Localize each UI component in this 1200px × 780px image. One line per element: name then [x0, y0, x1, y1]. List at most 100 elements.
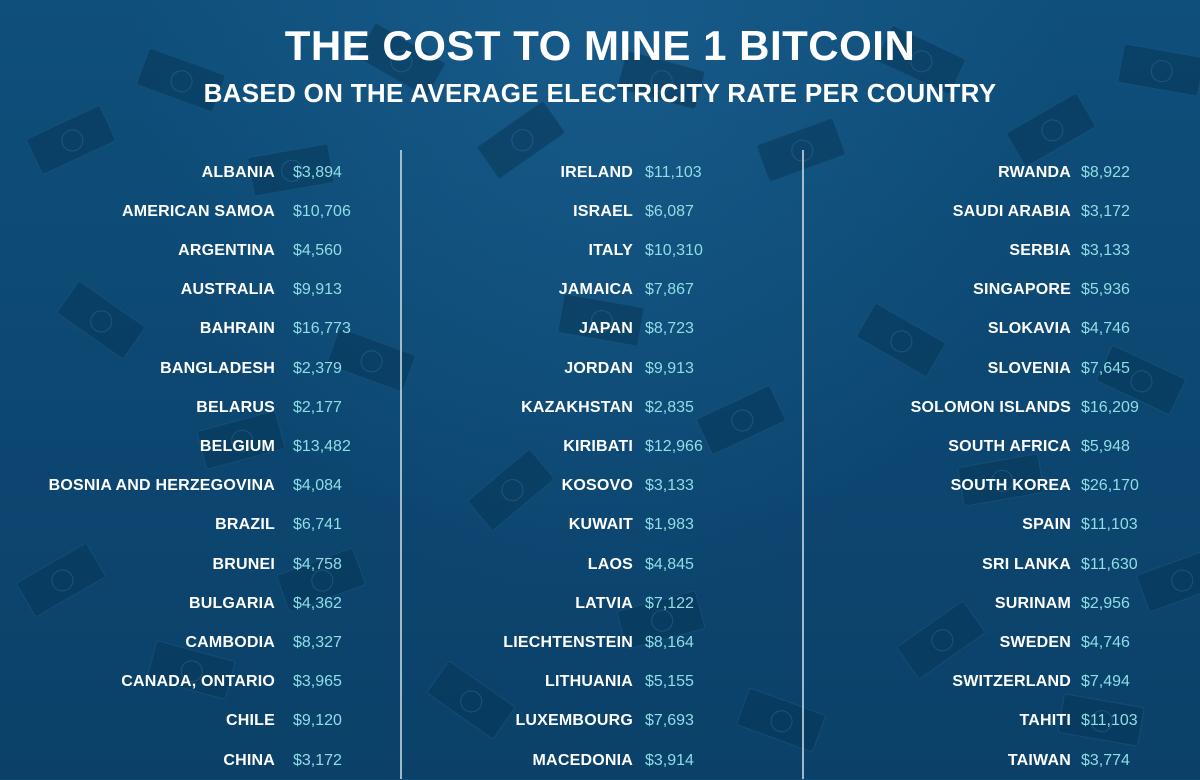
column-divider — [802, 150, 804, 779]
country-name: AMERICAN SAMOA — [121, 202, 275, 220]
country-name: JAPAN — [578, 320, 633, 338]
mining-cost: $2,177 — [293, 398, 342, 416]
country-name: KIRIBATI — [563, 437, 633, 455]
table-row: AMERICAN SAMOA $10,706 — [0, 192, 1200, 231]
table-row: ISRAEL $6,087 — [0, 192, 1200, 231]
country-name: SOLOMON ISLANDS — [910, 398, 1071, 416]
country-name: BANGLADESH — [160, 359, 275, 377]
country-name: ISRAEL — [573, 202, 633, 220]
mining-cost: $3,133 — [1081, 241, 1130, 259]
table-row: JAMAICA $7,867 — [0, 271, 1200, 310]
table-row: SOLOMON ISLANDS $16,209 — [0, 388, 1200, 427]
mining-cost: $1,983 — [645, 516, 694, 534]
mining-cost: $2,835 — [645, 398, 694, 416]
country-name: LUXEMBOURG — [515, 712, 633, 730]
mining-cost: $12,966 — [645, 437, 703, 455]
table-row: SPAIN $11,103 — [0, 506, 1200, 545]
mining-cost: $5,948 — [1081, 437, 1130, 455]
table-row: SLOVENIA $7,645 — [0, 349, 1200, 388]
mining-cost: $8,327 — [293, 633, 342, 651]
mining-cost: $6,741 — [293, 516, 342, 534]
country-name: BELGIUM — [199, 437, 275, 455]
mining-cost: $3,894 — [293, 163, 342, 181]
table-row: SAUDI ARABIA $3,172 — [0, 192, 1200, 231]
table-row: BRUNEI $4,758 — [0, 545, 1200, 584]
mining-cost: $4,746 — [1081, 320, 1130, 338]
table-row: SWEDEN $4,746 — [0, 623, 1200, 662]
table-row: CANADA, ONTARIO $3,965 — [0, 663, 1200, 702]
mining-cost: $16,773 — [293, 320, 351, 338]
mining-cost: $8,164 — [645, 633, 694, 651]
table-row: LIECHTENSTEIN $8,164 — [0, 623, 1200, 662]
country-name: JAMAICA — [558, 281, 633, 299]
mining-cost: $4,084 — [293, 477, 342, 495]
country-name: CHINA — [223, 751, 275, 769]
mining-cost: $7,645 — [1081, 359, 1130, 377]
mining-cost: $3,133 — [645, 477, 694, 495]
country-name: SOUTH KOREA — [950, 477, 1071, 495]
table-row: SLOKAVIA $4,746 — [0, 310, 1200, 349]
table-row: LITHUANIA $5,155 — [0, 663, 1200, 702]
country-name: KUWAIT — [568, 516, 633, 534]
country-name: LAOS — [587, 555, 633, 573]
mining-cost: $2,379 — [293, 359, 342, 377]
column-divider — [400, 150, 402, 779]
country-name: MACEDONIA — [532, 751, 633, 769]
table-row: ALBANIA $3,894 — [0, 153, 1200, 192]
mining-cost: $4,845 — [645, 555, 694, 573]
table-row: BAHRAIN $16,773 — [0, 310, 1200, 349]
country-name: BRAZIL — [215, 516, 275, 534]
mining-cost: $6,087 — [645, 202, 694, 220]
table-row: SOUTH KOREA $26,170 — [0, 467, 1200, 506]
mining-cost: $3,172 — [293, 751, 342, 769]
country-name: BOSNIA AND HERZEGOVINA — [48, 477, 275, 495]
country-name: SRI LANKA — [982, 555, 1071, 573]
table-row: JAPAN $8,723 — [0, 310, 1200, 349]
table-row: SOUTH AFRICA $5,948 — [0, 427, 1200, 466]
country-name: IRELAND — [560, 163, 633, 181]
table-row: KUWAIT $1,983 — [0, 506, 1200, 545]
country-name: ITALY — [588, 241, 633, 259]
country-name: LATVIA — [575, 594, 633, 612]
country-name: SINGAPORE — [973, 281, 1071, 299]
mining-cost: $2,956 — [1081, 594, 1130, 612]
country-name: SWITZERLAND — [952, 673, 1071, 691]
table-row: RWANDA $8,922 — [0, 153, 1200, 192]
mining-cost: $26,170 — [1081, 477, 1139, 495]
country-name: SURINAM — [994, 594, 1071, 612]
table-row: JORDAN $9,913 — [0, 349, 1200, 388]
table-row: ITALY $10,310 — [0, 231, 1200, 270]
country-name: SPAIN — [1022, 516, 1071, 534]
table-row: KOSOVO $3,133 — [0, 467, 1200, 506]
country-name: BULGARIA — [188, 594, 275, 612]
country-name: KAZAKHSTAN — [521, 398, 633, 416]
mining-cost: $5,936 — [1081, 281, 1130, 299]
country-name: LIECHTENSTEIN — [503, 633, 633, 651]
country-name: KOSOVO — [561, 477, 633, 495]
mining-cost: $7,693 — [645, 712, 694, 730]
table-row: SURINAM $2,956 — [0, 584, 1200, 623]
table-row: BOSNIA AND HERZEGOVINA $4,084 — [0, 467, 1200, 506]
mining-cost: $4,560 — [293, 241, 342, 259]
mining-cost: $9,120 — [293, 712, 342, 730]
mining-cost: $8,723 — [645, 320, 694, 338]
page-subtitle: BASED ON THE AVERAGE ELECTRICITY RATE PE… — [203, 78, 997, 108]
mining-cost: $4,362 — [293, 594, 342, 612]
mining-cost: $11,630 — [1081, 555, 1138, 573]
mining-cost: $10,706 — [293, 202, 351, 220]
mining-cost: $4,746 — [1081, 633, 1130, 651]
mining-cost: $9,913 — [293, 281, 342, 299]
mining-cost: $3,914 — [645, 751, 694, 769]
table-row: BELGIUM $13,482 — [0, 427, 1200, 466]
table-row: LATVIA $7,122 — [0, 584, 1200, 623]
table-row: KAZAKHSTAN $2,835 — [0, 388, 1200, 427]
country-name: LITHUANIA — [544, 673, 633, 691]
country-name: SWEDEN — [999, 633, 1071, 651]
mining-cost: $13,482 — [293, 437, 351, 455]
country-name: SAUDI ARABIA — [952, 202, 1071, 220]
country-name: AUSTRALIA — [180, 281, 275, 299]
table-row: BULGARIA $4,362 — [0, 584, 1200, 623]
country-name: CHILE — [226, 712, 275, 730]
country-name: SERBIA — [1009, 241, 1071, 259]
